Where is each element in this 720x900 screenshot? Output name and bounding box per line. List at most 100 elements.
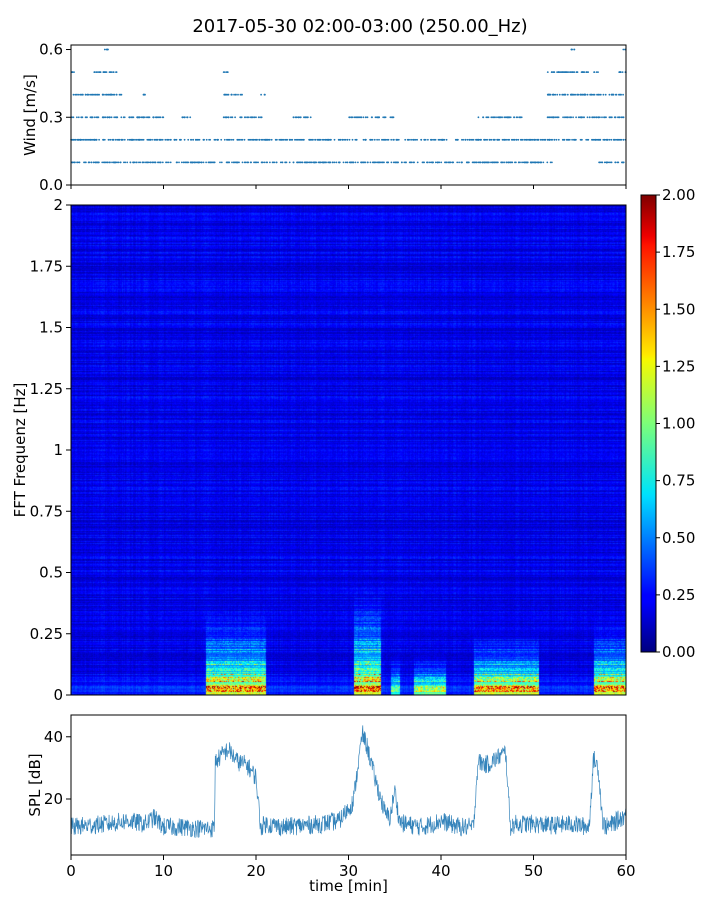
wind-point (147, 116, 150, 119)
wind-point (139, 161, 142, 164)
wind-point (299, 138, 301, 141)
wind-point (551, 116, 554, 119)
wind-point (496, 138, 498, 141)
wind-point (473, 161, 476, 164)
wind-point (565, 71, 567, 73)
wind-point (546, 71, 549, 73)
wind-point (506, 138, 508, 141)
wind-point (166, 138, 168, 141)
wind-point (500, 161, 503, 164)
wind-point (394, 161, 397, 164)
colorbar-tick-label: 1.75 (662, 243, 695, 261)
colorbar-tick-label: 1.50 (662, 300, 695, 318)
wind-point (109, 138, 112, 141)
wind-point (89, 116, 92, 119)
wind-point (504, 138, 507, 141)
spectrogram-ytick-label: 1.75 (30, 257, 63, 275)
wind-point (102, 161, 105, 164)
spectrogram-panel: 0 0.25 0.5 0.75 1 1.25 1.5 1.75 2 FFT Frequenz [… (11, 196, 627, 704)
wind-point (249, 116, 252, 119)
wind-point (240, 93, 243, 96)
wind-point (198, 161, 201, 164)
wind-point (219, 161, 221, 164)
wind-point (621, 71, 624, 73)
wind-xticks (70, 185, 627, 189)
wind-point (346, 161, 348, 164)
wind-point (518, 116, 521, 119)
wind-point (357, 116, 360, 119)
wind-point (427, 138, 429, 141)
wind-point (393, 161, 396, 164)
wind-point (285, 138, 288, 141)
wind-point (131, 116, 133, 119)
wind-point (207, 161, 210, 164)
wind-point (332, 161, 334, 164)
wind-point (71, 161, 74, 164)
wind-point (71, 71, 74, 73)
wind-point (264, 138, 267, 141)
wind-point (104, 116, 107, 119)
wind-point (576, 93, 579, 96)
wind-point (183, 116, 186, 119)
wind-point (71, 116, 73, 119)
wind-point (80, 116, 83, 119)
wind-point (133, 161, 135, 164)
wind-point (622, 138, 625, 141)
wind-ytick-label: 0.6 (39, 41, 63, 59)
wind-point (96, 71, 99, 73)
wind-point (614, 93, 617, 96)
wind-point (490, 161, 492, 164)
wind-ytick-label: 0.3 (39, 108, 63, 126)
wind-point (351, 161, 354, 164)
wind-point (258, 116, 260, 119)
wind-point (85, 116, 87, 119)
wind-point (397, 161, 399, 164)
wind-point (246, 161, 249, 164)
wind-point (117, 161, 120, 164)
wind-point (522, 138, 524, 141)
wind-point (263, 161, 266, 164)
wind-point (292, 116, 295, 119)
wind-point (601, 161, 603, 164)
wind-point (241, 161, 244, 164)
wind-point (251, 116, 253, 119)
wind-point (282, 138, 285, 141)
wind-point (462, 138, 465, 141)
wind-point (205, 138, 208, 141)
spl-xtick-label: 40 (431, 862, 450, 880)
wind-point (414, 138, 417, 141)
wind-point (588, 116, 591, 119)
wind-point (230, 138, 233, 141)
wind-point (498, 138, 501, 141)
wind-point (73, 161, 75, 164)
wind-point (596, 116, 598, 119)
wind-point (151, 138, 154, 141)
spectrogram-y-axis-label: FFT Frequenz [Hz] (11, 383, 29, 518)
wind-point (444, 161, 446, 164)
wind-point (178, 161, 180, 164)
wind-point (333, 138, 336, 141)
wind-point (149, 161, 152, 164)
wind-point (551, 161, 553, 164)
wind-point (605, 138, 608, 141)
wind-point (529, 138, 531, 141)
wind-point (360, 116, 363, 119)
wind-point (355, 138, 358, 141)
wind-point (76, 161, 79, 164)
wind-point (97, 71, 100, 73)
wind-point (166, 161, 169, 164)
wind-point (216, 138, 219, 141)
colorbar-tick-label: 0.00 (662, 643, 695, 661)
spl-xtick-label: 0 (66, 862, 76, 880)
wind-point (104, 71, 107, 73)
wind-point (309, 138, 312, 141)
wind-point (581, 138, 583, 141)
spectrogram-ytick-label: 0.25 (30, 625, 63, 643)
wind-point (106, 116, 109, 119)
wind-point (609, 116, 612, 119)
wind-point (456, 161, 459, 164)
wind-point (126, 161, 129, 164)
wind-point (552, 71, 555, 73)
wind-point (539, 161, 542, 164)
